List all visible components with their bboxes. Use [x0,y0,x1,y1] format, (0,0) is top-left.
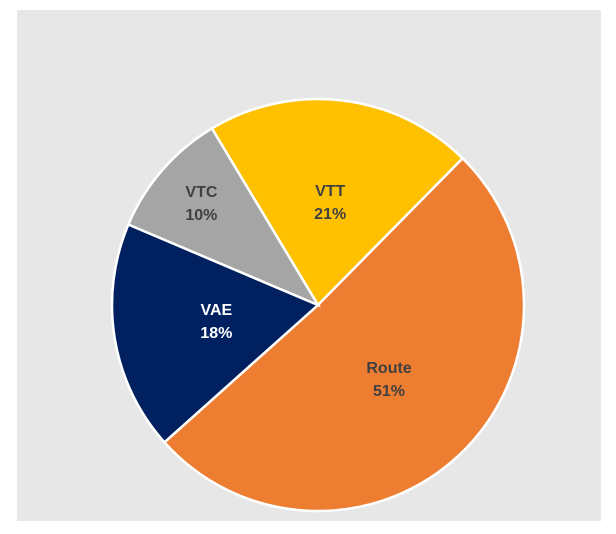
pie-slice [126,126,322,308]
pie-slice [210,97,465,308]
slice-label: VAE [201,302,233,319]
pie-slice [162,156,526,513]
slice-value-label: 21% [314,206,346,223]
slice-value-label: 10% [185,207,217,224]
slice-label: VTT [315,183,345,200]
slice-value-label: 18% [200,325,232,342]
pie-slice [110,222,321,445]
slice-label: VTC [185,184,217,201]
slice-label: Route [366,360,411,377]
slice-value-label: 51% [373,383,405,400]
